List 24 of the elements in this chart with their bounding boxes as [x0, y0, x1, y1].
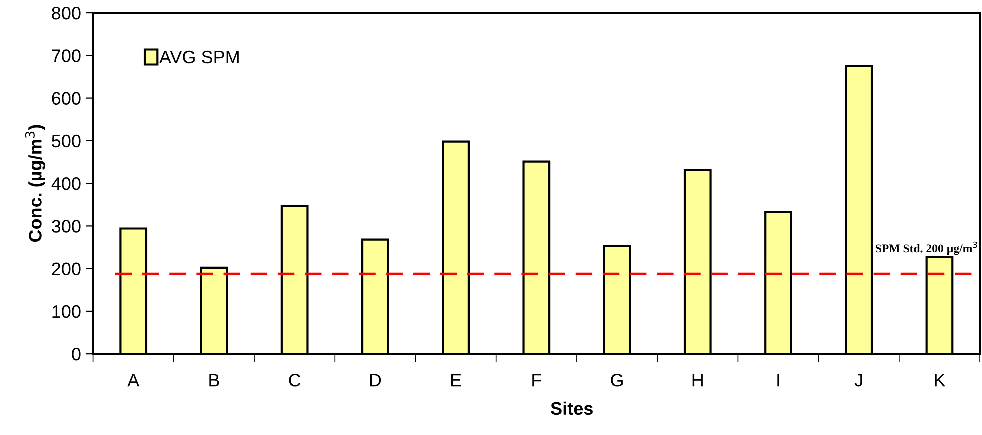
x-tick-label: F: [532, 374, 542, 387]
x-tick-label: G: [611, 374, 623, 387]
y-tick-label: 0: [72, 348, 81, 361]
x-tick-label: K: [935, 374, 946, 387]
x-tick-label: B: [210, 374, 220, 387]
y-tick-label: 700: [52, 50, 81, 62]
x-tick-label: I: [778, 374, 780, 387]
x-tick-label: E: [452, 374, 462, 387]
y-tick-label: 800: [52, 6, 81, 20]
y-tick-label: 300: [52, 220, 81, 233]
x-axis-title: Sites: [551, 402, 593, 416]
y-tick-label: 500: [52, 134, 81, 148]
y-tick-label: 100: [52, 305, 81, 318]
x-tick-label: A: [128, 374, 140, 387]
y-tick-label: 200: [52, 262, 81, 276]
x-tick-label: H: [692, 374, 703, 387]
y-tick-label: 400: [52, 178, 81, 190]
x-tick-label: D: [370, 374, 382, 387]
y-axis-title: Conc. (µg/m$^{3}$): [25, 125, 46, 242]
legend-label: AVG SPM: [159, 50, 239, 64]
x-tick-label: J: [854, 374, 862, 387]
x-tick-label: C: [289, 374, 301, 387]
y-tick-label: 600: [52, 92, 81, 106]
ref-line-label: SPM Std. 200 µg/m$^{3}$: [876, 242, 978, 256]
